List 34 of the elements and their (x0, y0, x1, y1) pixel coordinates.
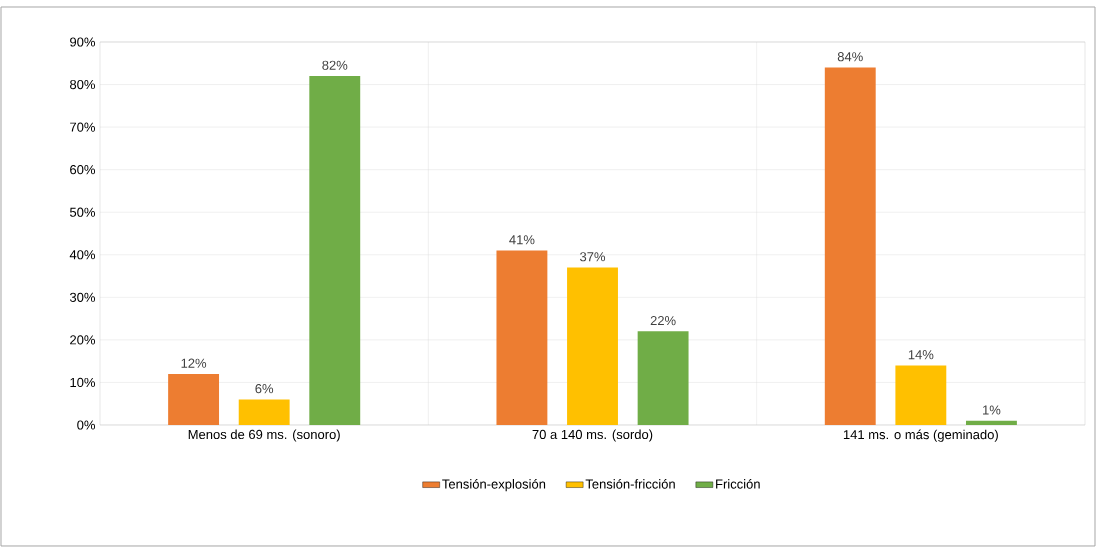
data-label: 1% (983, 405, 1001, 415)
bar (637, 331, 689, 425)
bar (965, 420, 1017, 425)
legend-label: Fricción (716, 478, 760, 489)
bar (168, 373, 220, 425)
data-label: 37% (580, 252, 606, 262)
y-tick-label: 70% (70, 122, 96, 132)
x-tick-label: 141 ms. o más (geminado) (843, 429, 998, 442)
x-tick-label: 70 a 140 ms. (sordo) (532, 429, 653, 442)
data-label: 22% (650, 316, 676, 326)
y-tick-label: 90% (70, 37, 96, 47)
data-label: 14% (908, 350, 934, 360)
y-tick-label: 20% (70, 335, 96, 345)
y-tick-label: 0% (77, 420, 96, 430)
data-label: 41% (509, 235, 535, 245)
y-tick-label: 30% (69, 292, 96, 302)
bar (824, 67, 876, 425)
y-tick-label: 40% (69, 250, 96, 260)
y-tick-label: 10% (70, 377, 96, 388)
data-label: 6% (255, 384, 274, 394)
bar (895, 365, 947, 425)
data-label: 12% (181, 358, 207, 368)
bar (309, 76, 361, 425)
bar (238, 399, 290, 425)
y-tick-label: 50% (69, 207, 96, 217)
x-tick-label: Menos de 69 ms. (sonoro) (188, 429, 340, 442)
data-label: 84% (837, 52, 863, 62)
y-tick-label: 80% (70, 79, 96, 90)
legend-label: Tensión-fricción (585, 478, 675, 489)
bar (567, 267, 618, 425)
legend-label: Tensión-explosión (442, 478, 546, 492)
bar (496, 250, 548, 425)
y-tick-label: 60% (70, 165, 96, 175)
data-label: 82% (322, 60, 348, 70)
